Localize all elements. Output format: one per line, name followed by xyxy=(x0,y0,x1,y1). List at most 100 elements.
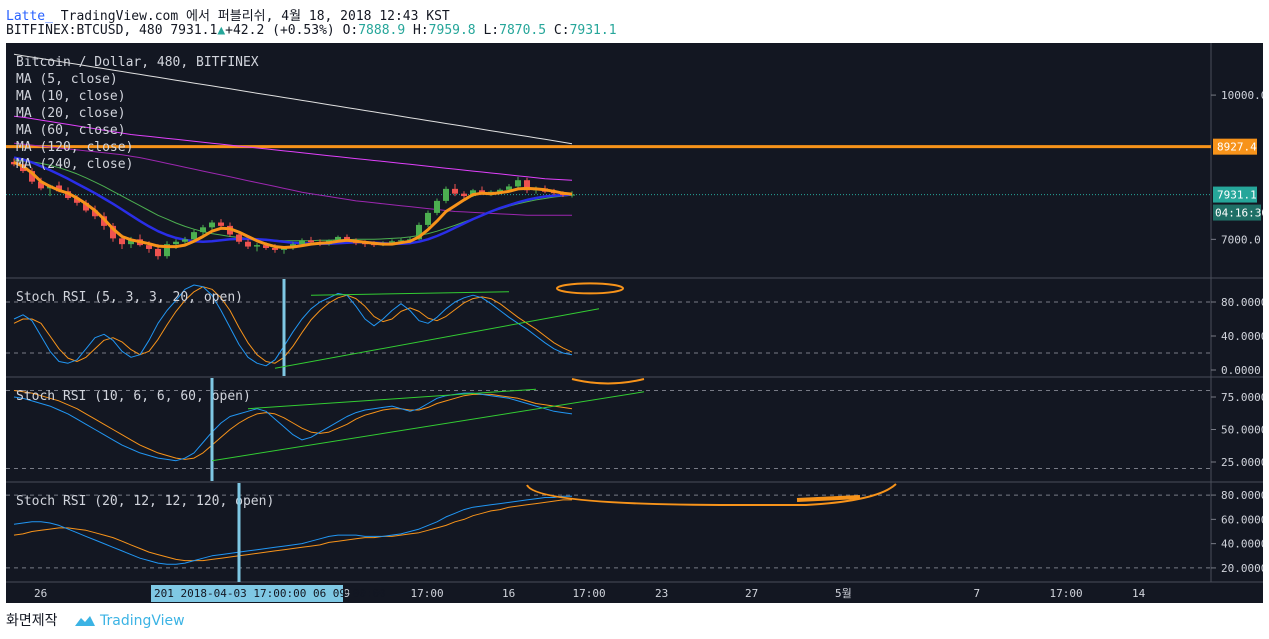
author-name[interactable]: Latte_ xyxy=(6,9,53,24)
candle-body xyxy=(191,232,197,240)
price-tick-label: 10000.0 xyxy=(1221,89,1263,102)
stoch-d-line xyxy=(13,499,572,562)
time-tick-label: 5월 xyxy=(835,587,852,600)
candle-body xyxy=(83,202,89,211)
crosshair-time-label: 201 2018-04-03 17:00:00 06 09:00:00 xyxy=(154,587,386,600)
time-tick-label: 17:00 xyxy=(411,587,444,600)
stoch-tick-label: 20.0000 xyxy=(1221,562,1263,575)
crosshair-time-box xyxy=(151,585,343,602)
price-tick-label: 7000.0 xyxy=(1221,233,1261,246)
candle-body xyxy=(128,239,134,245)
ma-legend-item: MA (10, close) xyxy=(16,89,126,104)
ma-line-4 xyxy=(13,115,573,181)
chart-area[interactable]: 7000.0 10000.0 8927.4 7931.1 04:16:30 Bitcoin… xyxy=(6,43,1268,603)
countdown-label: 04:16:30 xyxy=(1215,207,1263,220)
candle-body xyxy=(146,245,152,249)
time-tick-label: 17:00 xyxy=(573,587,606,600)
candle-body xyxy=(29,171,35,182)
candle-body xyxy=(119,238,125,245)
candle-body xyxy=(452,188,458,194)
ma-legend-item: MA (60, close) xyxy=(16,123,126,138)
highlight-ellipse-1 xyxy=(556,282,624,295)
candle-body xyxy=(92,210,98,217)
candle-body xyxy=(110,225,116,239)
stoch-tick-label: 25.0000 xyxy=(1221,456,1263,469)
candle-body xyxy=(506,186,512,190)
price-change: +42.2 (+0.53%) xyxy=(225,23,335,38)
candle-body xyxy=(200,227,206,233)
footer: 화면제작 TradingView xyxy=(6,610,185,630)
stoch-pane-title: Stoch RSI (5, 3, 3, 20, open) xyxy=(16,290,243,305)
up-arrow-icon: ▲ xyxy=(217,23,226,38)
high-value: 7959.8 xyxy=(428,23,476,38)
high-label: H: xyxy=(413,23,429,38)
time-tick-label: 16 xyxy=(502,587,515,600)
candle-body xyxy=(272,247,278,250)
candle-body xyxy=(434,200,440,213)
stoch-k-line xyxy=(13,392,573,462)
tradingview-logo-icon xyxy=(74,616,95,626)
ma-line-3 xyxy=(13,142,572,216)
ma-legend-item: MA (5, close) xyxy=(16,72,118,87)
trendline-lower-2 xyxy=(211,391,645,462)
candle-body xyxy=(569,194,575,196)
time-tick-label: 27 xyxy=(745,587,758,600)
candle-body xyxy=(38,181,44,189)
stoch-tick-label: 40.0000 xyxy=(1221,538,1263,551)
symbol-info: BITFINEX:BTCUSD, 480 7931.1 xyxy=(6,23,218,38)
open-label: O: xyxy=(342,23,359,38)
time-tick-label: 9 xyxy=(344,587,351,600)
highlight-curve-3 xyxy=(526,483,897,506)
publish-line: Latte_ TradingView.com 에서 퍼블리쉬, 4월 18, 2… xyxy=(6,5,450,24)
price-pane-title: Bitcoin / Dollar, 480, BITFINEX xyxy=(16,55,259,70)
stoch-pane-title: Stoch RSI (10, 6, 6, 60, open) xyxy=(16,389,251,404)
stoch-tick-label: 60.0000 xyxy=(1221,513,1263,526)
low-value: 7870.5 xyxy=(499,23,547,38)
ma-line-5 xyxy=(13,53,573,145)
time-tick-label: 14 xyxy=(1132,587,1146,600)
candle-body xyxy=(344,236,350,241)
candle-body xyxy=(461,193,467,197)
candle-body xyxy=(56,185,62,192)
candle-body xyxy=(263,245,269,248)
stoch-tick-label: 40.0000 xyxy=(1221,330,1263,343)
stoch-tick-label: 75.0000 xyxy=(1221,391,1263,404)
stoch-k-line xyxy=(13,284,573,367)
candle-body xyxy=(245,241,251,247)
open-value: 7888.9 xyxy=(358,23,406,38)
stoch-tick-label: 80.0000 xyxy=(1221,489,1263,502)
candle-body xyxy=(299,240,305,245)
candle-body xyxy=(236,234,242,242)
candle-body xyxy=(182,239,188,242)
candle-body xyxy=(254,245,260,247)
candle-body xyxy=(308,240,314,243)
candle-body xyxy=(497,189,503,192)
time-tick-label: 7 xyxy=(974,587,981,600)
candle-body xyxy=(398,240,404,242)
candle-body xyxy=(74,197,80,203)
time-tick-label: 17:00 xyxy=(1050,587,1083,600)
countdown-box xyxy=(1213,204,1261,221)
resistance-price-label: 8927.4 xyxy=(1217,141,1257,154)
candle-body xyxy=(218,222,224,226)
ma-legend-item: MA (240, close) xyxy=(16,157,133,172)
chart-canvas[interactable]: 7000.0 10000.0 8927.4 7931.1 04:16:30 Bitcoin… xyxy=(6,43,1268,603)
candle-body xyxy=(209,222,215,228)
stoch-pane-title: Stoch RSI (20, 12, 12, 120, open) xyxy=(16,494,274,509)
close-label: C: xyxy=(553,23,570,38)
stoch-d-line xyxy=(13,286,573,364)
candle-body xyxy=(164,244,170,257)
resistance-price-box xyxy=(1213,138,1257,155)
chart-background xyxy=(6,43,1263,603)
low-label: L: xyxy=(483,23,500,38)
stoch-k-line xyxy=(13,495,572,565)
publish-info: TradingView.com 에서 퍼블리쉬, 4월 18, 2018 12:… xyxy=(60,9,450,24)
symbol-line: BITFINEX:BTCUSD, 480 7931.1▲+42.2 (+0.53… xyxy=(6,23,617,38)
footer-brand[interactable]: TradingView xyxy=(99,613,185,629)
stoch-tick-label: 80.0000 xyxy=(1221,296,1263,309)
candle-body xyxy=(155,248,161,257)
highlight-stroke-3 xyxy=(796,495,861,502)
highlight-curve-2 xyxy=(571,378,645,385)
last-price-box xyxy=(1213,186,1257,203)
ma-legend-item: MA (20, close) xyxy=(16,106,126,121)
